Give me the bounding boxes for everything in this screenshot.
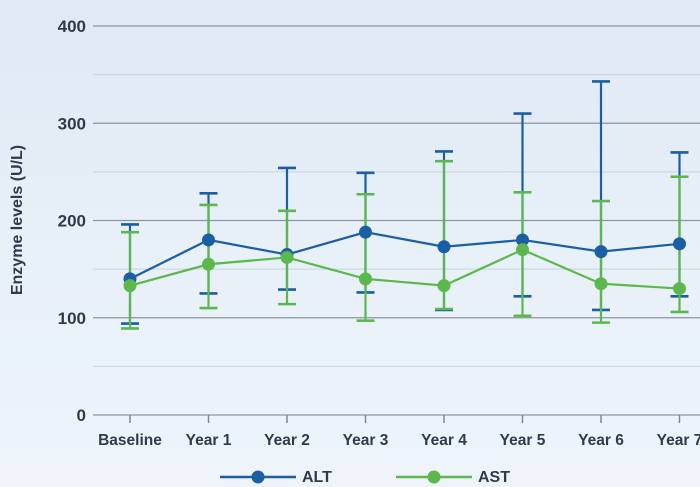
y-tick-label: 400 xyxy=(58,17,86,36)
x-tick-label: Baseline xyxy=(98,432,162,449)
ast-data-point xyxy=(594,277,608,291)
x-tick-label: Year 7 xyxy=(657,432,700,449)
y-axis-title: Enzyme levels (U/L) xyxy=(9,145,26,295)
y-tick-label: 300 xyxy=(58,114,86,133)
ast-data-point xyxy=(280,250,294,264)
ast-data-point xyxy=(359,272,372,286)
x-tick-label: Year 4 xyxy=(421,432,467,449)
alt-data-point xyxy=(359,225,372,239)
legend-marker-alt xyxy=(251,470,265,484)
legend-label-ast: AST xyxy=(478,469,510,486)
x-tick-label: Year 2 xyxy=(264,432,310,449)
ast-data-point xyxy=(516,243,529,257)
legend-label-alt: ALT xyxy=(302,469,332,486)
alt-data-point xyxy=(594,245,608,259)
alt-data-point xyxy=(437,240,451,254)
x-tick-label: Year 5 xyxy=(500,432,546,449)
ast-data-point xyxy=(673,282,686,296)
alt-data-point xyxy=(202,233,215,247)
ast-data-point xyxy=(202,257,215,271)
y-tick-label: 100 xyxy=(58,309,86,328)
alt-series-line xyxy=(129,231,680,280)
alt-data-point xyxy=(516,233,529,247)
y-tick-label: 200 xyxy=(58,212,86,231)
legend-marker-ast xyxy=(427,470,441,484)
y-tick-label: 0 xyxy=(77,406,86,425)
x-tick-label: Year 3 xyxy=(343,432,389,449)
x-tick-label: Year 6 xyxy=(578,432,624,449)
ast-data-point xyxy=(437,279,451,293)
x-tick-label: Year 1 xyxy=(186,432,232,449)
ast-data-point xyxy=(123,279,137,293)
alt-data-point xyxy=(673,237,686,251)
ast-series-line xyxy=(129,248,680,290)
